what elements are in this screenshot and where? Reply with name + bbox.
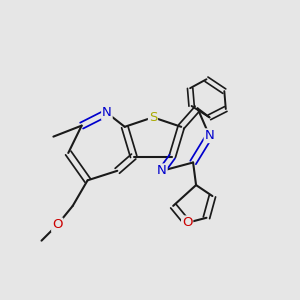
- Text: O: O: [182, 216, 192, 229]
- Text: N: N: [157, 164, 167, 177]
- Text: S: S: [149, 111, 157, 124]
- Text: N: N: [102, 106, 112, 119]
- Text: O: O: [52, 218, 62, 231]
- Text: N: N: [205, 129, 214, 142]
